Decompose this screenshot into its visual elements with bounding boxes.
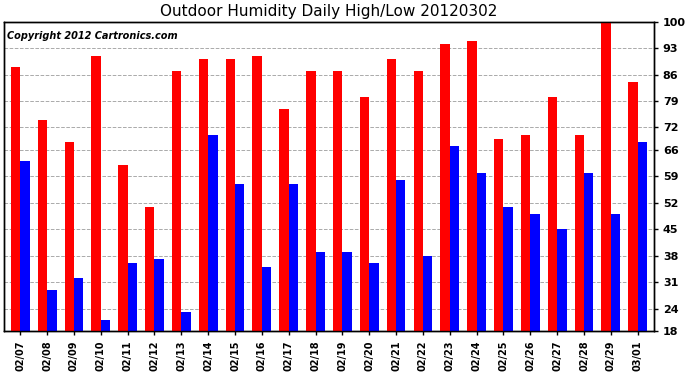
Bar [101,320,110,331]
Bar [369,263,379,331]
Bar [584,172,593,331]
Bar [440,44,450,331]
Bar [342,252,352,331]
Bar [74,278,83,331]
Bar [226,60,235,331]
Bar [450,146,459,331]
Bar [315,252,325,331]
Bar [423,256,433,331]
Bar [548,97,557,331]
Bar [413,71,423,331]
Bar [504,207,513,331]
Bar [333,71,342,331]
Bar [145,207,155,331]
Bar [253,56,262,331]
Bar [235,184,244,331]
Bar [306,71,315,331]
Bar [575,135,584,331]
Bar [638,142,647,331]
Text: Copyright 2012 Cartronics.com: Copyright 2012 Cartronics.com [8,31,178,41]
Bar [467,40,477,331]
Bar [279,108,288,331]
Bar [181,312,190,331]
Bar [47,290,57,331]
Bar [386,60,396,331]
Bar [494,139,504,331]
Bar [118,165,128,331]
Bar [629,82,638,331]
Bar [477,172,486,331]
Bar [20,161,30,331]
Bar [531,214,540,331]
Bar [65,142,74,331]
Bar [208,135,217,331]
Bar [91,56,101,331]
Bar [172,71,181,331]
Title: Outdoor Humidity Daily High/Low 20120302: Outdoor Humidity Daily High/Low 20120302 [160,4,497,19]
Bar [521,135,531,331]
Bar [288,184,298,331]
Bar [611,214,620,331]
Bar [11,67,20,331]
Bar [602,22,611,331]
Bar [360,97,369,331]
Bar [38,120,47,331]
Bar [557,229,566,331]
Bar [262,267,271,331]
Bar [155,260,164,331]
Bar [396,180,406,331]
Bar [199,60,208,331]
Bar [128,263,137,331]
